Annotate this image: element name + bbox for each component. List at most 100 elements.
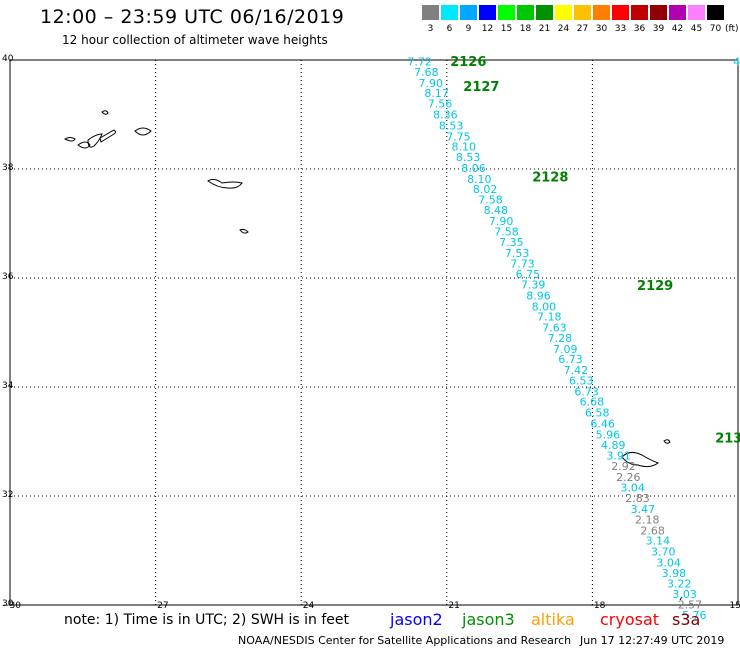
wave-height-value: 6.58 [585, 407, 610, 420]
map-grid [10, 60, 738, 605]
island-shape [99, 129, 116, 143]
legend-swatch [498, 5, 515, 20]
legend-label: 45 [690, 24, 703, 34]
wave-height-value: 7.73 [510, 257, 535, 270]
satellite-name: cryosat [600, 610, 660, 629]
wave-height-value: 5.76 [682, 609, 707, 622]
wave-height-value: 7.18 [537, 311, 562, 324]
legend-label: 27 [576, 24, 589, 34]
wave-height-value: 3.04 [620, 481, 645, 494]
island-shape [207, 178, 243, 189]
wave-height-value: 7.68 [414, 66, 439, 79]
legend-swatch [631, 5, 648, 20]
longitude-label: −27 [149, 601, 169, 611]
legend-swatch [574, 5, 591, 20]
legend-swatch [422, 5, 439, 20]
island-shape [87, 133, 103, 148]
longitude-label: −24 [295, 601, 315, 611]
wave-height-value: 8.36 [433, 109, 458, 122]
altimeter-track: 7.727.687.908.177.568.368.537.758.108.53… [407, 55, 740, 622]
legend-swatch [669, 5, 686, 20]
wave-height-value: 6.73 [574, 385, 599, 398]
wave-height-value: 8.96 [526, 289, 551, 302]
wave-height-value: 8.10 [467, 173, 492, 186]
legend-swatch [650, 5, 667, 20]
legend-label: 70 [709, 24, 722, 34]
pass-number-label: 2130 [715, 432, 740, 447]
wave-height-value: 4.89 [601, 439, 626, 452]
legend-unit: (ft) [725, 24, 739, 34]
wave-height-value: 3.22 [667, 578, 692, 591]
latitude-label: 38 [2, 163, 14, 173]
legend-label: 12 [481, 24, 494, 34]
wave-height-value: 8.06 [461, 162, 486, 175]
wave-height-value: 7.56 [428, 98, 453, 111]
legend-label: 36 [633, 24, 646, 34]
wave-height-value: 2.68 [640, 524, 665, 537]
legend-swatch [688, 5, 705, 20]
wave-height-value: 3.70 [651, 546, 676, 559]
wave-height-value: 3.47 [631, 503, 656, 516]
map-frame [9, 59, 739, 606]
legend-swatch [555, 5, 572, 20]
wave-height-value: 4 [733, 56, 740, 69]
wave-height-value: 2.26 [616, 471, 641, 484]
longitude-label: −30 [2, 601, 21, 611]
wave-height-value: 7.58 [494, 226, 519, 239]
latitude-label: 32 [2, 490, 14, 500]
island-shape [239, 228, 249, 234]
generated-timestamp: Jun 17 12:27:49 UTC 2019 [580, 634, 725, 647]
wave-height-value: 8.10 [452, 141, 477, 154]
latitude-label: 40 [2, 54, 14, 64]
legend-label: 6 [446, 24, 453, 34]
wave-height-value: 7.90 [489, 215, 514, 228]
satellite-name: jason2 [390, 610, 443, 629]
wave-height-value: 7.35 [499, 236, 524, 249]
wave-height-value: 7.53 [505, 247, 530, 260]
wave-height-value: 7.28 [548, 332, 573, 345]
wave-height-value: 8.00 [532, 300, 557, 313]
longitude-label: −15 [722, 601, 740, 611]
wave-height-value: 6.53 [569, 374, 594, 387]
wave-height-value: 8.17 [424, 87, 449, 100]
wave-height-value: 3.91 [606, 450, 631, 463]
wave-height-value: 6.73 [558, 353, 583, 366]
legend-swatch [479, 5, 496, 20]
wave-height-value: 7.72 [407, 56, 432, 69]
island-shape [134, 127, 152, 136]
wave-height-value: 8.48 [484, 204, 509, 217]
wave-height-value: 3.14 [646, 535, 671, 548]
legend-label: 30 [595, 24, 608, 34]
pass-number-label: 2126 [450, 55, 486, 70]
island-shape [663, 439, 671, 444]
wave-height-value: 2.18 [635, 513, 660, 526]
wave-height-value: 7.90 [419, 77, 444, 90]
legend-label: 9 [465, 24, 472, 34]
legend-label: 39 [652, 24, 665, 34]
wave-height-value: 3.04 [656, 556, 681, 569]
wave-height-value: 7.63 [542, 322, 567, 335]
legend-swatch [460, 5, 477, 20]
island-shape [621, 451, 660, 468]
wave-height-value: 2.83 [625, 492, 650, 505]
legend-label: 3 [427, 24, 434, 34]
wave-height-value: 5.96 [596, 428, 621, 441]
legend-swatch [612, 5, 629, 20]
legend-swatch [441, 5, 458, 20]
map-subtitle: 12 hour collection of altimeter wave hei… [62, 33, 328, 47]
coastlines [63, 110, 683, 601]
legend-swatch [707, 5, 724, 20]
wave-height-value: 7.42 [564, 364, 589, 377]
legend-swatch [517, 5, 534, 20]
wave-height-value: 8.02 [473, 183, 498, 196]
satellite-name: jason3 [462, 610, 515, 629]
legend-swatch [536, 5, 553, 20]
wave-height-value: 8.53 [439, 119, 464, 132]
map-title: 12:00 – 23:59 UTC 06/16/2019 [40, 6, 345, 28]
longitude-label: −18 [586, 601, 606, 611]
wave-height-value: 3.03 [672, 588, 697, 601]
island-shape [679, 596, 683, 601]
legend-label: 18 [519, 24, 532, 34]
wave-height-value: 2.92 [611, 460, 636, 473]
